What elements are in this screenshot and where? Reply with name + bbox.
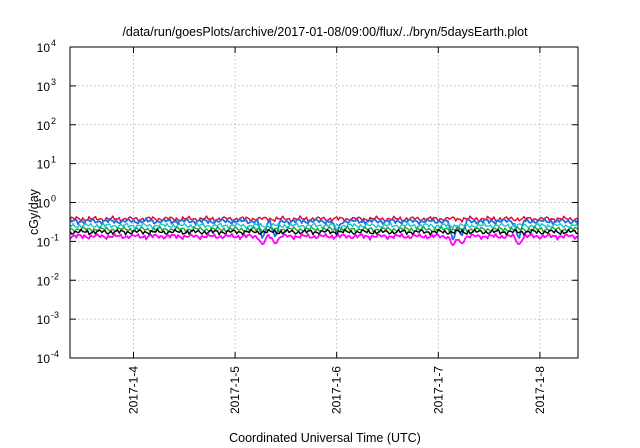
y-tick-exponent: 3: [51, 77, 56, 87]
series-line-4: [69, 225, 579, 234]
series-line-6: [69, 232, 579, 247]
y-tick-exponent: -3: [51, 310, 59, 320]
y-tick-exponent: -4: [51, 349, 59, 359]
series-layer: [69, 215, 579, 247]
y-tick-exponent: 0: [51, 194, 56, 204]
y-tick-exponent: 1: [51, 155, 56, 165]
series-line-2: [69, 217, 579, 241]
x-axis-title: Coordinated Universal Time (UTC): [229, 431, 421, 445]
series-line-3: [69, 222, 579, 230]
y-tick-exponent: 4: [51, 38, 56, 48]
x-tick-label: 2017-1-8: [533, 366, 547, 414]
y-tick-label: 10: [37, 274, 51, 288]
y-tick-label: 10: [37, 197, 51, 211]
y-tick-label: 10: [37, 158, 51, 172]
chart-title: /data/run/goesPlots/archive/2017-01-08/0…: [122, 25, 528, 39]
x-tick-label: 2017-1-4: [127, 366, 141, 414]
y-tick-label: 10: [37, 235, 51, 249]
x-tick-label: 2017-1-7: [431, 366, 445, 414]
y-tick-label: 10: [37, 119, 51, 133]
y-tick-exponent: 2: [51, 116, 56, 126]
y-tick-label: 10: [37, 41, 51, 55]
y-tick-exponent: -1: [51, 232, 59, 242]
x-tick-label: 2017-1-5: [228, 366, 242, 414]
series-line-5: [69, 228, 579, 237]
y-tick-label: 10: [37, 80, 51, 94]
y-tick-label: 10: [37, 352, 51, 366]
y-axis-title: cGy/day: [27, 188, 41, 235]
x-tick-label: 2017-1-6: [330, 366, 344, 414]
grid: [70, 47, 578, 358]
series-line-1: [69, 215, 579, 223]
y-tick-exponent: -2: [51, 271, 59, 281]
y-tick-label: 10: [37, 313, 51, 327]
x-axis: 2017-1-4 2017-1-5 2017-1-6 2017-1-7 2017-1-8: [127, 47, 547, 414]
